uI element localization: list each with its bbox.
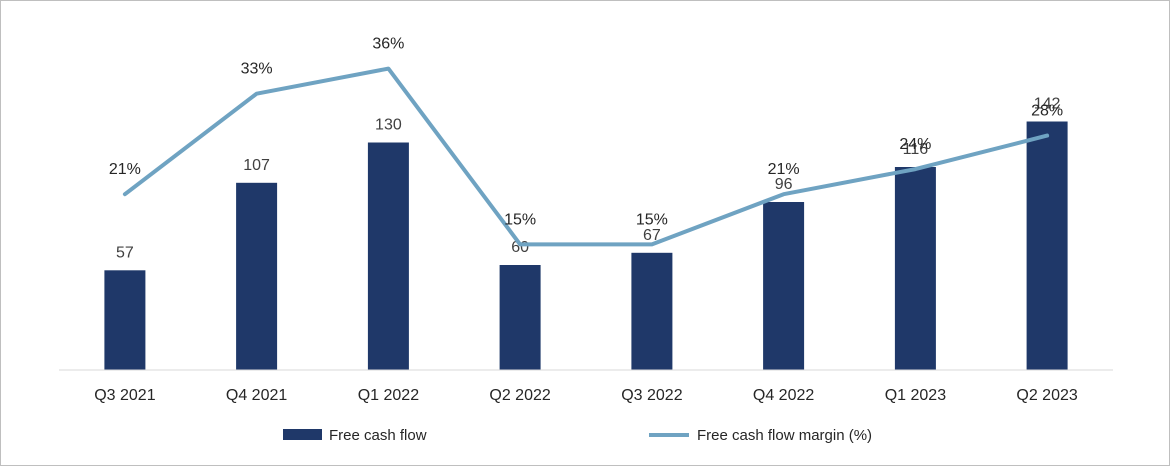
legend-swatch-free-cash-flow bbox=[283, 429, 322, 440]
legend-label-fcf-margin: Free cash flow margin (%) bbox=[697, 427, 872, 444]
bar-label-2: 130 bbox=[375, 117, 402, 134]
bar-0 bbox=[104, 270, 145, 370]
x-tick-label-3: Q2 2022 bbox=[489, 387, 550, 404]
legend-label-free-cash-flow: Free cash flow bbox=[329, 427, 427, 444]
bar-6 bbox=[895, 167, 936, 370]
bar-label-1: 107 bbox=[243, 157, 270, 174]
line-label-5: 21% bbox=[768, 161, 800, 178]
legend: Free cash flow Free cash flow margin (%) bbox=[283, 427, 872, 444]
line-label-7: 28% bbox=[1031, 103, 1063, 120]
bar-7 bbox=[1027, 122, 1068, 371]
line-label-0: 21% bbox=[109, 161, 141, 178]
bar-2 bbox=[368, 143, 409, 371]
line-label-4: 15% bbox=[636, 211, 668, 228]
bar-label-5: 96 bbox=[775, 176, 793, 193]
x-tick-label-5: Q4 2022 bbox=[753, 387, 814, 404]
x-tick-label-2: Q1 2022 bbox=[358, 387, 419, 404]
x-tick-label-1: Q4 2021 bbox=[226, 387, 287, 404]
line-label-2: 36% bbox=[372, 36, 404, 53]
bar-4 bbox=[631, 253, 672, 370]
bar-1 bbox=[236, 183, 277, 370]
x-tick-label-0: Q3 2021 bbox=[94, 387, 155, 404]
x-tick-label-4: Q3 2022 bbox=[621, 387, 682, 404]
bar-3 bbox=[500, 265, 541, 370]
x-tick-labels: Q3 2021 Q4 2021 Q1 2022 Q2 2022 Q3 2022 Q4 20… bbox=[94, 387, 1078, 404]
line-label-6: 24% bbox=[899, 136, 931, 153]
line-label-1: 33% bbox=[241, 61, 273, 78]
line-label-3: 15% bbox=[504, 211, 536, 228]
bar-label-0: 57 bbox=[116, 244, 134, 261]
x-tick-label-6: Q1 2023 bbox=[885, 387, 946, 404]
x-tick-label-7: Q2 2023 bbox=[1016, 387, 1077, 404]
bar-5 bbox=[763, 202, 804, 370]
